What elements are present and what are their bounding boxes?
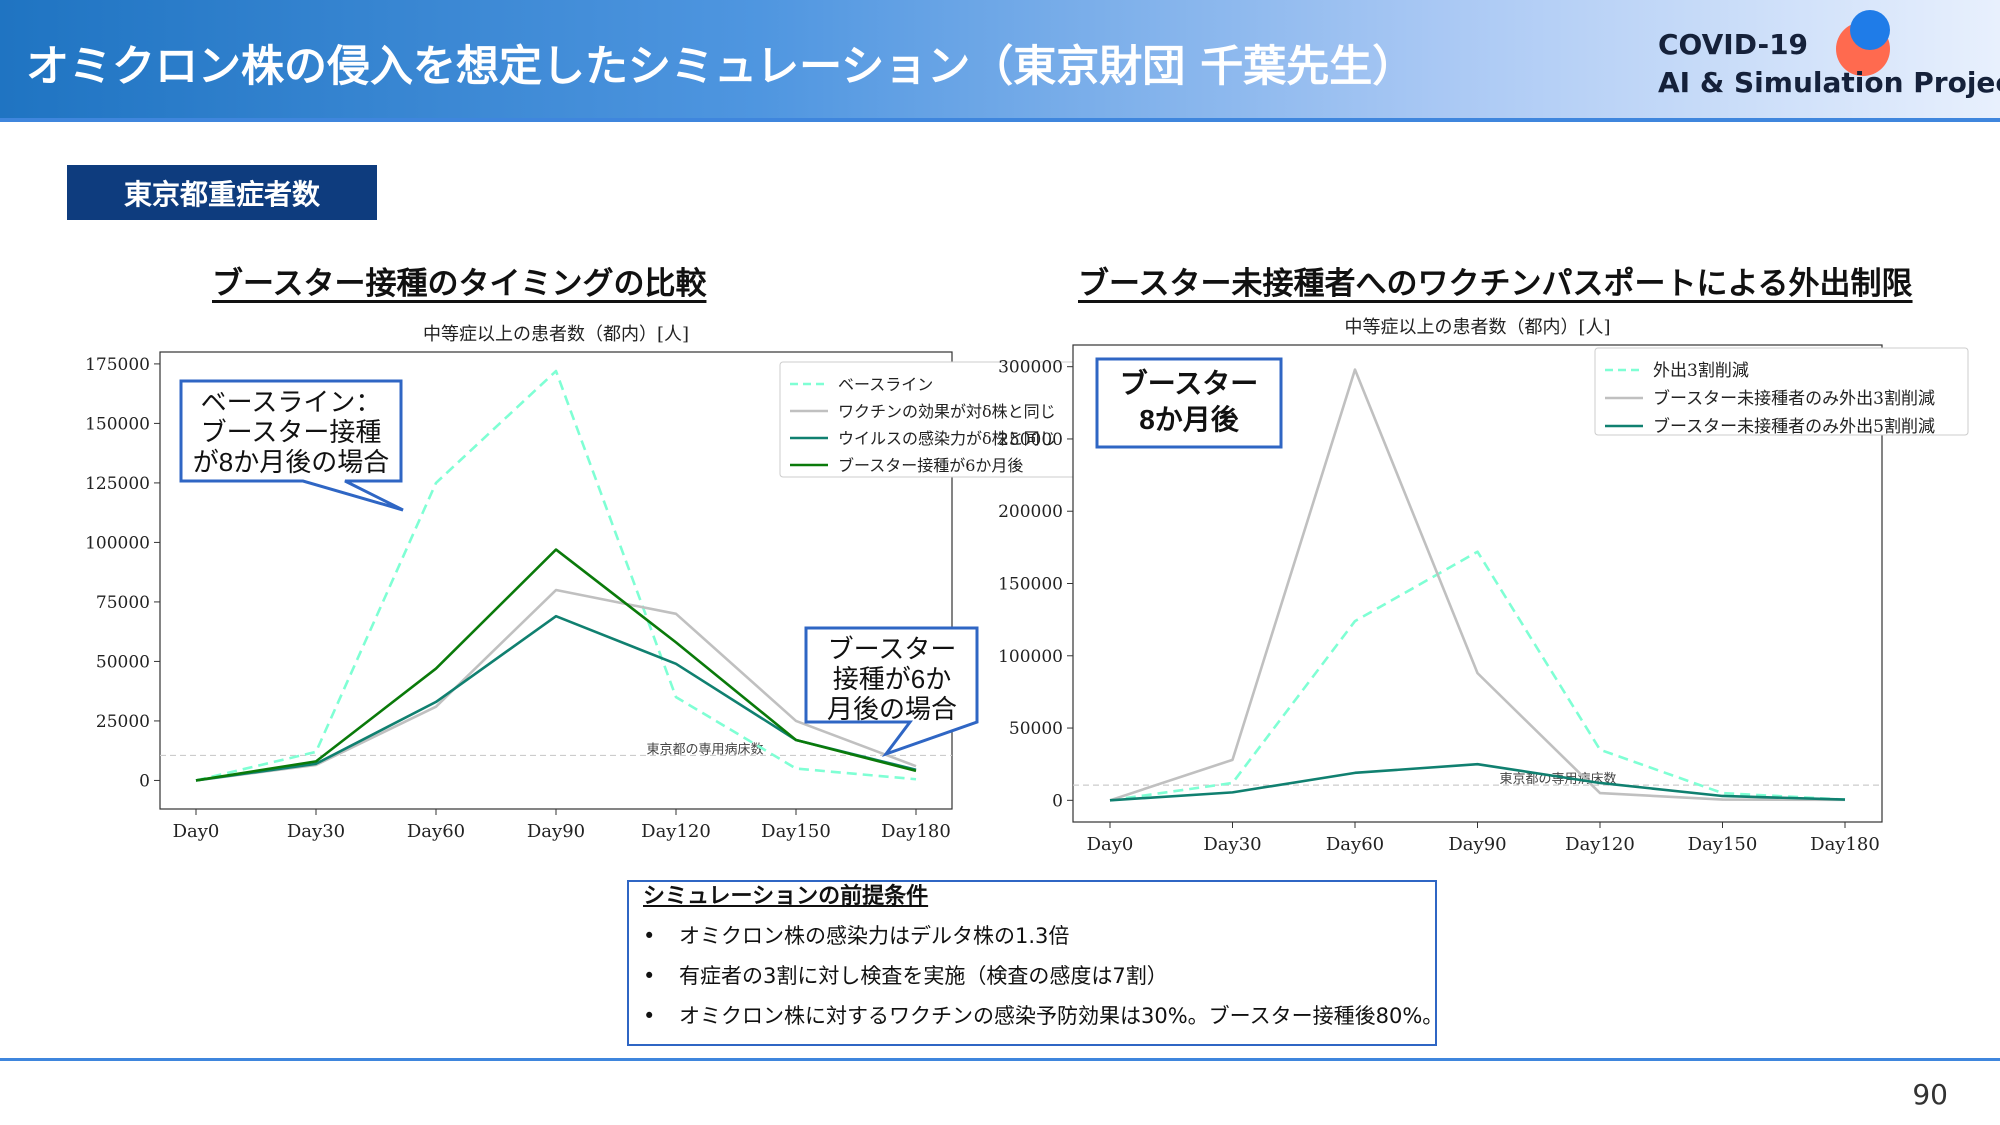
chart-title: 中等症以上の患者数（都内）[人]: [1344, 317, 1610, 338]
header-divider: [0, 118, 2000, 122]
baseline-callout-line2: ブースター接種: [201, 417, 382, 447]
bullet-icon: •: [643, 1004, 656, 1028]
y-tick-label: 175000: [85, 355, 150, 375]
y-tick-label: 250000: [998, 430, 1063, 450]
left-line-chart: 中等症以上の患者数（都内）[人] 0 25000 50000 75000 100000 12…: [85, 324, 1095, 842]
eight-month-box: ブースター 8か月後: [1095, 357, 1283, 449]
series-line: [195, 548, 917, 782]
y-tick-label: 100000: [998, 647, 1063, 667]
y-tick-label: 50000: [96, 652, 150, 672]
x-tick-label: Day180: [1810, 834, 1880, 855]
x-tick-label: Day30: [287, 821, 345, 842]
eight-month-box-line1: ブースター: [1120, 367, 1259, 399]
y-tick-label: 50000: [1009, 719, 1063, 739]
x-tick-label: Day90: [1448, 834, 1506, 855]
page-title: オミクロン株の侵入を想定したシミュレーション（東京財団 千葉先生）: [26, 42, 1416, 92]
conditions-box: シミュレーションの前提条件 • オミクロン株の感染力はデルタ株の1.3倍 • 有症者…: [627, 880, 1443, 1046]
y-tick-label: 125000: [85, 474, 150, 494]
legend-label: ブースター未接種者のみ外出5割削減: [1653, 416, 1935, 437]
x-tick-label: Day60: [407, 821, 465, 842]
eight-month-box-line2: 8か月後: [1139, 404, 1240, 435]
baseline-callout: ベースライン： ブースター接種 が8か月後の場合: [179, 379, 404, 512]
six-month-callout: ブースター 接種が6か 月後の場合: [804, 626, 979, 758]
header-bar: [0, 0, 2000, 118]
x-tick-label: Day0: [173, 821, 220, 842]
bullet-icon: •: [643, 924, 656, 948]
legend-label: ワクチンの効果が対δ株と同じ: [838, 402, 1056, 421]
x-tick-label: Day150: [761, 821, 831, 842]
y-tick-label: 25000: [96, 712, 150, 732]
reference-line-label: 東京都の専用病床数: [646, 741, 763, 757]
bullet-icon: •: [643, 964, 656, 988]
x-tick-label: Day60: [1326, 834, 1384, 855]
project-logo: COVID-19 AI & Simulation Project: [1650, 10, 2000, 112]
baseline-callout-line1: ベースライン：: [201, 387, 382, 417]
six-month-callout-line2: 接種が6か: [833, 664, 951, 694]
logo-blue-circle-icon: [1850, 10, 1890, 50]
right-chart-heading: ブースター未接種者へのワクチンパスポートによる外出制限: [1078, 266, 1913, 302]
reference-line-label: 東京都の専用病床数: [1499, 771, 1616, 787]
condition-item: • オミクロン株に対するワクチンの感染予防効果は30%。ブースター接種後80%。: [643, 1000, 1443, 1030]
conditions-title: シミュレーションの前提条件: [643, 884, 929, 909]
section-tag: 東京都重症者数: [67, 165, 377, 220]
y-tick-label: 150000: [85, 414, 150, 434]
legend-label: ブースター接種が6か月後: [838, 456, 1023, 475]
page-number: 90: [1912, 1078, 1948, 1111]
logo-line2: AI & Simulation Project: [1658, 66, 2000, 99]
y-tick-label: 100000: [85, 533, 150, 553]
y-tick-label: 0: [1052, 791, 1063, 811]
x-tick-label: Day150: [1688, 834, 1758, 855]
legend-label: ウイルスの感染力がδ株と同じ: [838, 429, 1056, 448]
left-chart-heading: ブースター接種のタイミングの比較: [212, 266, 707, 302]
six-month-callout-line1: ブースター: [828, 634, 957, 664]
condition-item: • 有症者の3割に対し検査を実施（検査の感度は7割）: [643, 960, 1168, 990]
x-tick-label: Day120: [641, 821, 711, 842]
six-month-callout-line3: 月後の場合: [827, 694, 957, 724]
footer-divider: [0, 1058, 2000, 1061]
x-tick-label: Day30: [1203, 834, 1261, 855]
y-tick-label: 200000: [998, 502, 1063, 522]
condition-item: • オミクロン株の感染力はデルタ株の1.3倍: [643, 920, 1069, 950]
legend-label: ベースライン: [838, 375, 933, 394]
x-tick-label: Day0: [1087, 834, 1134, 855]
x-tick-label: Day120: [1565, 834, 1635, 855]
series-line: [1109, 550, 1846, 802]
condition-text: 有症者の3割に対し検査を実施（検査の感度は7割）: [679, 964, 1168, 988]
y-tick-label: 0: [139, 771, 150, 791]
condition-text: オミクロン株に対するワクチンの感染予防効果は30%。ブースター接種後80%。: [679, 1004, 1444, 1028]
logo-line1: COVID-19: [1658, 28, 1809, 61]
right-line-chart: 中等症以上の患者数（都内）[人] 0 50000 100000 150000 200000…: [998, 317, 1969, 855]
y-tick-label: 75000: [96, 593, 150, 613]
series-line: [1109, 762, 1846, 802]
x-tick-label: Day90: [527, 821, 585, 842]
legend-label: ブースター未接種者のみ外出3割削減: [1653, 388, 1935, 409]
legend-box: [1594, 347, 1969, 436]
baseline-callout-line3: が8か月後の場合: [193, 447, 389, 477]
x-tick-label: Day180: [881, 821, 951, 842]
legend-label: 外出3割削減: [1653, 361, 1749, 381]
condition-text: オミクロン株の感染力はデルタ株の1.3倍: [679, 924, 1070, 948]
chart-title: 中等症以上の患者数（都内）[人]: [423, 324, 689, 345]
series-line: [1109, 368, 1846, 802]
series-line: [195, 369, 917, 782]
y-tick-label: 150000: [998, 575, 1063, 595]
y-tick-label: 300000: [998, 358, 1063, 378]
